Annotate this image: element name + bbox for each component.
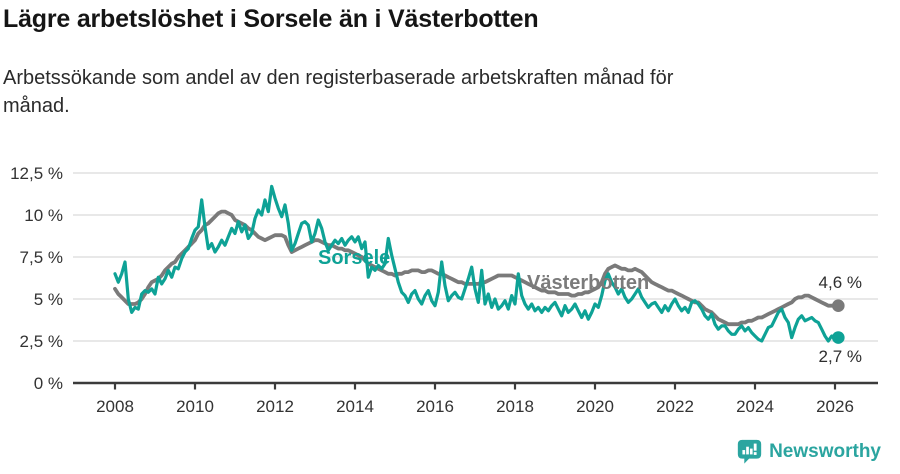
- x-tick-label: 2024: [736, 397, 774, 416]
- end-value-label-vasterbotten: 4,6 %: [818, 273, 862, 292]
- x-tick-label: 2016: [416, 397, 454, 416]
- series-label-sorsele: Sorsele: [318, 247, 391, 269]
- end-dot-sorsele: [832, 331, 845, 344]
- chart-subtitle: Arbetssökande som andel av den registerb…: [3, 67, 674, 117]
- x-tick-label: 2012: [256, 397, 294, 416]
- y-tick-label: 5 %: [34, 290, 63, 309]
- x-tick-label: 2008: [96, 397, 134, 416]
- series-line-västerbotten: [113, 209, 841, 327]
- y-tick-label: 2,5 %: [20, 332, 63, 351]
- x-tick-label: 2010: [176, 397, 214, 416]
- x-tick-label: 2018: [496, 397, 534, 416]
- x-tick-label: 2026: [816, 397, 854, 416]
- end-value-label-sorsele: 2,7 %: [818, 347, 862, 366]
- y-tick-label: 12,5 %: [10, 164, 63, 183]
- x-tick-label: 2014: [336, 397, 374, 416]
- y-tick-label: 0 %: [34, 374, 63, 393]
- y-tick-label: 7,5 %: [20, 248, 63, 267]
- newsworthy-logo-icon: [737, 439, 762, 464]
- footer-branding: Newsworthy: [737, 439, 881, 464]
- brand-name: Newsworthy: [769, 440, 881, 462]
- y-tick-label: 10 %: [24, 206, 63, 225]
- page-title: Lägre arbetslöshet i Sorsele än i Väster…: [3, 5, 539, 33]
- x-tick-label: 2020: [576, 397, 614, 416]
- x-tick-label: 2022: [656, 397, 694, 416]
- series-line-sorsele: [113, 184, 840, 343]
- series-label-vasterbotten: Västerbotten: [527, 272, 650, 294]
- end-dot-västerbotten: [832, 299, 845, 313]
